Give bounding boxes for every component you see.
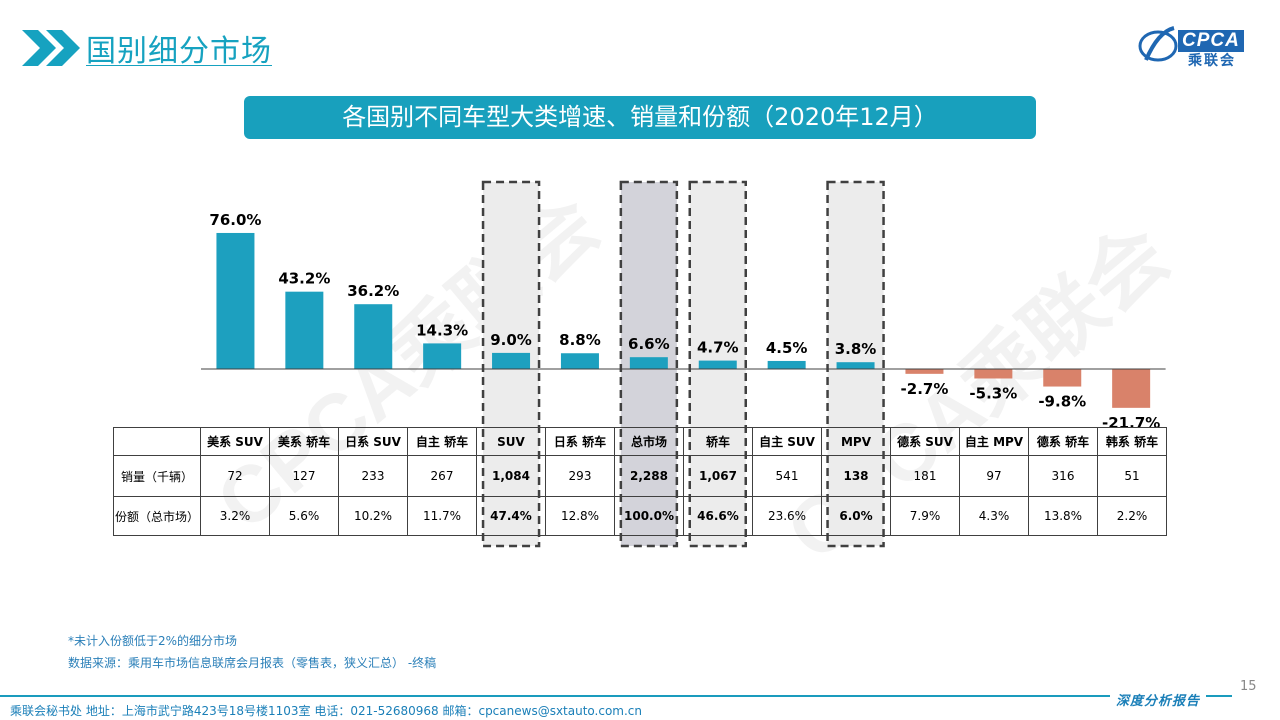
sales-cell: 138: [821, 455, 891, 497]
bar: [1112, 369, 1151, 408]
sales-cell: 267: [407, 455, 477, 497]
share-cell: 7.9%: [890, 496, 960, 536]
footer-report-label: 深度分析报告: [1110, 690, 1207, 709]
category-label: 轿车: [683, 427, 753, 456]
row-label-sales: 销量（千辆）: [113, 455, 201, 497]
data-label: 3.8%: [835, 340, 877, 358]
sales-cell: 181: [890, 455, 960, 497]
category-label: 德系 SUV: [890, 427, 960, 456]
bar: [354, 304, 393, 369]
sales-cell: 127: [269, 455, 339, 497]
page-number: 15: [1240, 679, 1257, 694]
share-cell: 12.8%: [545, 496, 615, 536]
data-table: 美系 SUV 美系 轿车 日系 SUV 自主 轿车 SUV 日系 轿车 总市场 轿车 自主 SU…: [113, 427, 1167, 536]
category-label: 美系 SUV: [200, 427, 270, 456]
category-label: 自主 SUV: [752, 427, 822, 456]
logo-text: CPCA: [1178, 30, 1244, 52]
bar: [216, 232, 255, 369]
bar: [905, 369, 944, 374]
bar: [560, 353, 599, 369]
bar: [698, 360, 737, 369]
share-cell: 6.0%: [821, 496, 891, 536]
share-cell: 4.3%: [959, 496, 1029, 536]
share-cell: 100.0%: [614, 496, 684, 536]
bar: [836, 362, 875, 369]
table-row-share: 份额（总市场） 3.2% 5.6% 10.2% 11.7% 47.4% 12.8% 100.…: [113, 496, 1167, 536]
sales-cell: 1,084: [476, 455, 546, 497]
share-cell: 10.2%: [338, 496, 408, 536]
share-cell: 47.4%: [476, 496, 546, 536]
data-label: 6.6%: [628, 335, 670, 353]
sales-cell: 2,288: [614, 455, 684, 497]
share-cell: 2.2%: [1097, 496, 1167, 536]
bar: [974, 369, 1013, 379]
category-label: SUV: [476, 427, 546, 456]
share-cell: 3.2%: [200, 496, 270, 536]
table-header-row: 美系 SUV 美系 轿车 日系 SUV 自主 轿车 SUV 日系 轿车 总市场 轿车 自主 SU…: [113, 427, 1167, 456]
sales-cell: 316: [1028, 455, 1098, 497]
data-label: -2.7%: [901, 380, 949, 398]
cpca-logo: [1138, 26, 1178, 62]
bar: [1043, 369, 1082, 387]
data-label: 8.8%: [559, 331, 601, 349]
footer-divider: [0, 695, 1232, 697]
bar: [423, 343, 462, 369]
category-label: 日系 SUV: [338, 427, 408, 456]
sales-cell: 293: [545, 455, 615, 497]
page-title: 国别细分市场: [86, 34, 272, 69]
sales-cell: 1,067: [683, 455, 753, 497]
bar: [492, 352, 531, 369]
share-cell: 23.6%: [752, 496, 822, 536]
table-row-sales: 销量（千辆） 72 127 233 267 1,084 293 2,288 1,067 541 1…: [113, 455, 1167, 497]
category-label: MPV: [821, 427, 891, 456]
sales-cell: 541: [752, 455, 822, 497]
category-label: 德系 轿车: [1028, 427, 1098, 456]
sales-cell: 72: [200, 455, 270, 497]
category-label: 自主 轿车: [407, 427, 477, 456]
data-label: 9.0%: [490, 331, 532, 349]
bar: [285, 291, 324, 369]
chart-banner-title: 各国别不同车型大类增速、销量和份额（2020年12月）: [244, 96, 1036, 139]
sales-cell: 51: [1097, 455, 1167, 497]
category-label: 自主 MPV: [959, 427, 1029, 456]
chevron-right-icon: [22, 30, 80, 66]
bar: [629, 357, 668, 369]
share-cell: 5.6%: [269, 496, 339, 536]
category-label: 日系 轿车: [545, 427, 615, 456]
share-cell: 46.6%: [683, 496, 753, 536]
sales-cell: 233: [338, 455, 408, 497]
footnote-source: 数据来源：乘用车市场信息联席会月报表（零售表，狭义汇总） -终稿: [68, 656, 437, 670]
footer-address: 乘联会秘书处 地址：上海市武宁路423号18号楼1103室 电话：021-526…: [10, 704, 643, 718]
footnotes: *未计入份额低于2%的细分市场 数据来源：乘用车市场信息联席会月报表（零售表，狭…: [68, 630, 436, 674]
row-label-share: 份额（总市场）: [113, 496, 201, 536]
bar: [767, 360, 806, 369]
data-label: -9.8%: [1038, 393, 1086, 411]
share-cell: 11.7%: [407, 496, 477, 536]
logo-subtitle: 乘联会: [1188, 53, 1236, 69]
data-label: 43.2%: [278, 270, 330, 288]
footnote-share: *未计入份额低于2%的细分市场: [68, 634, 238, 648]
data-label: 4.7%: [697, 339, 739, 357]
data-label: -5.3%: [969, 384, 1017, 402]
data-label: 76.0%: [209, 211, 261, 229]
category-label: 总市场: [614, 427, 684, 456]
data-label: 4.5%: [766, 339, 808, 357]
category-label: 韩系 轿车: [1097, 427, 1167, 456]
sales-cell: 97: [959, 455, 1029, 497]
share-cell: 13.8%: [1028, 496, 1098, 536]
category-label: 美系 轿车: [269, 427, 339, 456]
data-label: 14.3%: [416, 321, 468, 339]
table-corner-cell: [113, 427, 201, 456]
data-label: 36.2%: [347, 282, 399, 300]
